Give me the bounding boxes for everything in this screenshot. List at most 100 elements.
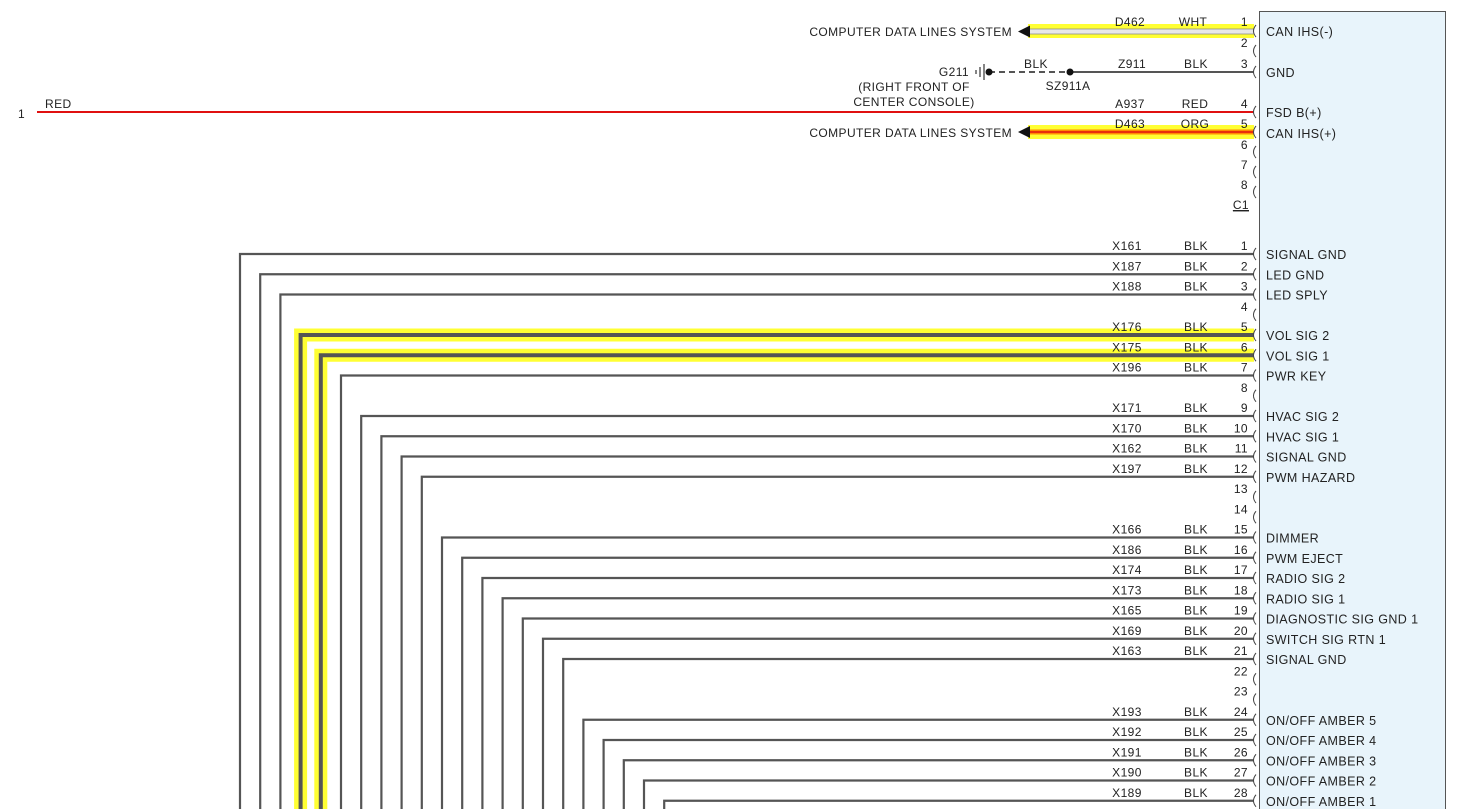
c2-pin-1-wire[interactable] xyxy=(238,252,1254,809)
c2-pin-18-color: BLK xyxy=(1184,583,1208,597)
c2-pin-28-number: 28 xyxy=(1234,786,1248,800)
ground-dot-icon xyxy=(985,68,993,76)
c2-pin-20-circuit: X169 xyxy=(1112,624,1142,638)
c2-pin-17-wire[interactable] xyxy=(481,576,1254,809)
c2-pin-7-wire[interactable] xyxy=(339,374,1254,809)
c1-pin-1-reference[interactable]: COMPUTER DATA LINES SYSTEM xyxy=(809,25,1012,39)
c2-pin-2-wire[interactable] xyxy=(259,273,1254,809)
c2-pin-3-color: BLK xyxy=(1184,280,1208,294)
c2-pin-16-function: PWM EJECT xyxy=(1266,552,1343,566)
c2-pin-3-number: 3 xyxy=(1241,280,1248,294)
terminal-icon xyxy=(1253,288,1257,301)
c2-pin-27-function: ON/OFF AMBER 2 xyxy=(1266,775,1376,789)
c2-pin-23-number: 23 xyxy=(1234,685,1248,699)
c2-pin-15-wire[interactable] xyxy=(440,536,1254,809)
c2-pin-15-color: BLK xyxy=(1184,523,1208,537)
c2-pin-12-color: BLK xyxy=(1184,462,1208,476)
c1-pin-5-wire[interactable] xyxy=(1018,125,1254,139)
c2-pin-5-number: 5 xyxy=(1241,320,1248,334)
c2-pin-5-color: BLK xyxy=(1184,320,1208,334)
c2-pin-11-circuit: X162 xyxy=(1112,442,1142,456)
c2-pin-24-wire[interactable] xyxy=(582,718,1254,809)
c2-pin-9-function: HVAC SIG 2 xyxy=(1266,410,1339,424)
c1-pin-5-number: 5 xyxy=(1241,117,1248,131)
c1-pin-5-color: ORG xyxy=(1181,117,1210,131)
c2-pin-12-wire[interactable] xyxy=(420,475,1254,809)
c2-pin-8-number: 8 xyxy=(1241,381,1248,395)
c2-pin-20-wire[interactable] xyxy=(541,637,1254,809)
c2-pin-3-function: LED SPLY xyxy=(1266,289,1328,303)
terminal-icon xyxy=(1253,632,1257,646)
c1-pin-1-wire[interactable] xyxy=(1018,24,1254,38)
c2-pin-26-wire[interactable] xyxy=(622,759,1254,809)
c2-pin-13-number: 13 xyxy=(1234,482,1248,496)
c2-pin-7-number: 7 xyxy=(1241,361,1248,375)
c1-pin-4-circuit: A937 xyxy=(1115,97,1145,111)
c2-pin-18-wire[interactable] xyxy=(501,597,1254,809)
c2-pin-25-wire[interactable] xyxy=(602,738,1254,809)
c2-pin-6-circuit: X175 xyxy=(1112,340,1142,354)
terminal-icon xyxy=(1253,733,1257,747)
terminal-icon xyxy=(1253,612,1257,625)
c2-pin-10-wire[interactable] xyxy=(380,435,1254,809)
c2-pin-26-circuit: X191 xyxy=(1112,745,1142,759)
c2-pin-26-number: 26 xyxy=(1234,745,1248,759)
arrow-left-icon xyxy=(1018,25,1030,38)
c2-pin-6-wire[interactable] xyxy=(318,353,1254,809)
c1-terminal-icons xyxy=(1253,24,1257,199)
c1-pin-3-ground-wire[interactable] xyxy=(985,68,1255,76)
terminal-icon xyxy=(1253,267,1257,281)
c2-pin-1-function: SIGNAL GND xyxy=(1266,248,1347,262)
c2-pin-18-number: 18 xyxy=(1234,583,1248,597)
module-body xyxy=(1259,11,1446,809)
c2-pin-2-circuit: X187 xyxy=(1112,259,1142,273)
c2-pin-19-wire[interactable] xyxy=(521,617,1254,809)
c2-pin-21-number: 21 xyxy=(1234,644,1248,658)
terminal-icon xyxy=(1253,450,1257,463)
c1-pin-3-function: GND xyxy=(1266,66,1295,80)
c2-pin-11-function: SIGNAL GND xyxy=(1266,451,1347,465)
c2-pin-10-number: 10 xyxy=(1234,421,1248,435)
c1-pin-5-reference[interactable]: COMPUTER DATA LINES SYSTEM xyxy=(809,126,1012,140)
c2-pin-15-function: DIMMER xyxy=(1266,532,1319,546)
c2-pin-26-color: BLK xyxy=(1184,745,1208,759)
c2-pin-12-number: 12 xyxy=(1234,462,1248,476)
c2-pin-7-color: BLK xyxy=(1184,361,1208,375)
c1-pin-6-number: 6 xyxy=(1241,138,1248,152)
c2-pin-15-number: 15 xyxy=(1234,523,1248,537)
c2-pin-25-circuit: X192 xyxy=(1112,725,1142,739)
terminal-icon xyxy=(1253,531,1257,544)
c2-pin-21-wire[interactable] xyxy=(562,657,1254,809)
c2-pin-17-number: 17 xyxy=(1234,563,1248,577)
c2-pin-3-wire[interactable] xyxy=(279,293,1254,809)
c2-pin-9-wire[interactable] xyxy=(360,414,1254,809)
c2-pin-9-circuit: X171 xyxy=(1112,401,1142,415)
connector-c2: 1 X161 BLK SIGNAL GND 2 X187 BLK LED GND 3 X188 BL… xyxy=(238,239,1418,809)
ground-symbol-icon xyxy=(975,64,985,80)
c2-pin-25-number: 25 xyxy=(1234,725,1248,739)
terminal-icon xyxy=(1253,328,1257,342)
c2-pin-19-number: 19 xyxy=(1234,604,1248,618)
ground-label: G211 xyxy=(939,65,969,79)
c2-pin-5-wire[interactable] xyxy=(298,333,1254,809)
c2-pin-27-wire[interactable] xyxy=(642,779,1254,809)
c2-pin-16-number: 16 xyxy=(1234,543,1248,557)
terminal-icon xyxy=(1253,490,1257,504)
terminal-icon xyxy=(1253,794,1257,808)
left-feed-color: RED xyxy=(45,97,72,111)
c2-pin-19-color: BLK xyxy=(1184,604,1208,618)
c2-pin-16-wire[interactable] xyxy=(461,556,1254,809)
c2-pin-27-color: BLK xyxy=(1184,766,1208,780)
c2-pin-28-wire[interactable] xyxy=(663,799,1254,809)
c2-pin-20-color: BLK xyxy=(1184,624,1208,638)
c1-pin-5-function: CAN IHS(+) xyxy=(1266,127,1336,141)
terminal-icon xyxy=(1253,510,1257,524)
c2-pin-4-number: 4 xyxy=(1241,300,1248,314)
c2-pin-1-color: BLK xyxy=(1184,239,1208,253)
c2-pin-7-circuit: X196 xyxy=(1112,361,1142,375)
c2-pin-11-wire[interactable] xyxy=(400,455,1254,809)
c2-pin-12-circuit: X197 xyxy=(1112,462,1142,476)
c2-pin-6-function: VOL SIG 1 xyxy=(1266,349,1330,363)
c2-pin-6-color: BLK xyxy=(1184,340,1208,354)
